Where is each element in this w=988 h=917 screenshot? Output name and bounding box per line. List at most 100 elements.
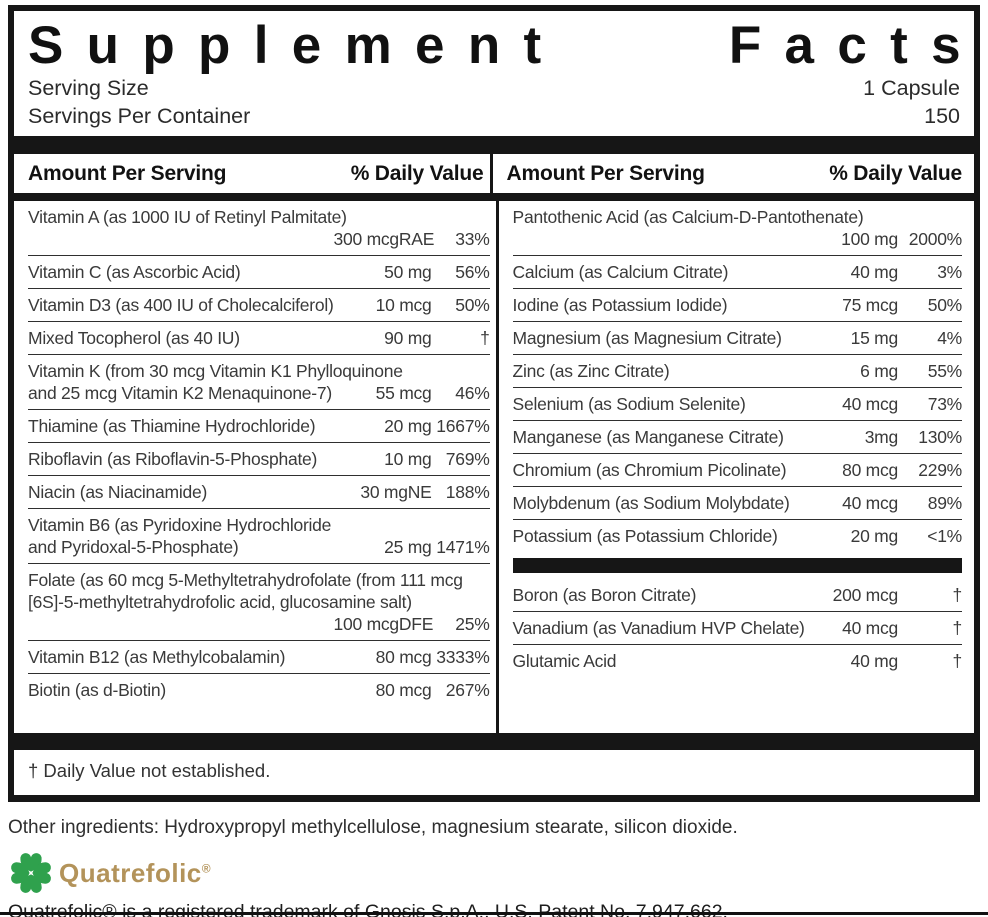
table-row: Niacin (as Niacinamide) 30 mgNE 188% [28, 475, 490, 508]
nutrient-amount: 25 mg [384, 537, 432, 558]
table-row: Vitamin D3 (as 400 IU of Cholecalciferol… [28, 288, 490, 321]
nutrient-row-line: Thiamine (as Thiamine Hydrochloride) 20 m… [28, 415, 490, 437]
nutrient-dv: 3% [937, 262, 962, 283]
nutrient-name: Iodine (as Potassium Iodide) [512, 295, 728, 316]
table-row: Riboflavin (as Riboflavin-5-Phosphate) 10… [28, 442, 490, 475]
nutrient-name: Potassium (as Potassium Chloride) [512, 526, 778, 547]
table-row: Vanadium (as Vanadium HVP Chelate) 40 mcg… [512, 611, 963, 644]
nutrient-amount: 40 mg [850, 262, 899, 283]
nutrient-name: and 25 mcg Vitamin K2 Menaquinone-7) [28, 383, 332, 404]
divider-bar-bottom [14, 733, 974, 751]
nutrient-row-line: Biotin (as d-Biotin) 80 mcg 267% [28, 679, 490, 701]
table-row: Vitamin B12 (as Methylcobalamin) 80 mcg 33… [28, 640, 490, 673]
nutrient-amount: 40 mcg [842, 618, 898, 639]
nutrient-dv: 1667% [436, 416, 490, 437]
nutrient-amount: 200 mcg [832, 585, 899, 606]
nutrient-name: Vanadium (as Vanadium HVP Chelate) [512, 618, 805, 639]
nutrient-dv: 25% [455, 614, 490, 635]
table-row: Vitamin B6 (as Pyridoxine Hydrochloride a… [28, 508, 490, 563]
quatrefolic-logo-text: Quatrefolic® [59, 858, 211, 889]
table-row: Mixed Tocopherol (as 40 IU) 90 mg † [28, 321, 490, 354]
nutrient-row-line: Zinc (as Zinc Citrate) 6 mg 55% [512, 360, 963, 382]
nutrient-dv: 130% [918, 427, 962, 448]
nutrient-row-line: Chromium (as Chromium Picolinate) 80 mcg 2… [512, 459, 963, 481]
nutrient-dv: † [480, 328, 490, 349]
nutrient-row-line: Mixed Tocopherol (as 40 IU) 90 mg † [28, 327, 490, 349]
nutrient-name: Molybdenum (as Sodium Molybdate) [512, 493, 790, 514]
quatrefolic-logo: Quatrefolic® [8, 850, 988, 896]
servings-per-container-value: 150 [924, 104, 960, 129]
nutrient-amount: 80 mcg [842, 460, 898, 481]
nutrient-name: Zinc (as Zinc Citrate) [512, 361, 670, 382]
table-row: Boron (as Boron Citrate) 200 mcg † [512, 579, 963, 611]
nutrient-amount: 30 mgNE [360, 482, 432, 503]
table-header-row: Amount Per Serving % Daily Value Amount … [14, 154, 975, 194]
serving-size-value: 1 Capsule [863, 76, 960, 101]
nutrient-name: Vitamin K (from 30 mcg Vitamin K1 Phyllo… [28, 361, 403, 382]
nutrient-row-line: and Pyridoxal-5-Phosphate) 25 mg 1471% [28, 536, 490, 558]
right-nutrient-column: Pantothenic Acid (as Calcium-D-Pantothen… [499, 201, 974, 733]
nutrient-name: Thiamine (as Thiamine Hydrochloride) [28, 416, 316, 437]
table-row: Molybdenum (as Sodium Molybdate) 40 mcg 89… [512, 486, 963, 519]
nutrient-dv: 89% [927, 493, 963, 514]
nutrient-amount: 40 mcg [842, 493, 898, 514]
nutrient-row-line: Vanadium (as Vanadium HVP Chelate) 40 mcg… [512, 617, 963, 639]
nutrient-row-line: Manganese (as Manganese Citrate) 3mg 130% [513, 426, 963, 448]
amount-per-serving-header: Amount Per Serving [28, 162, 227, 186]
nutrient-dv: 73% [927, 394, 963, 415]
nutrient-amount: 55 mcg [375, 383, 432, 404]
nutrient-row-line: Calcium (as Calcium Citrate) 40 mg 3% [512, 261, 963, 283]
nutrient-name: Vitamin B6 (as Pyridoxine Hydrochloride [28, 515, 332, 536]
nutrient-row-line: Riboflavin (as Riboflavin-5-Phosphate) 10… [28, 448, 490, 470]
nutrient-dv: 4% [937, 328, 962, 349]
table-row: Chromium (as Chromium Picolinate) 80 mcg 2… [512, 453, 963, 486]
nutrient-row-line: Selenium (as Sodium Selenite) 40 mcg 73% [513, 393, 963, 415]
nutrient-amount: 75 mcg [842, 295, 898, 316]
nutrient-name: Boron (as Boron Citrate) [512, 585, 697, 606]
table-row: Glutamic Acid 40 mg † [512, 644, 963, 677]
nutrient-row-line: Potassium (as Potassium Chloride) 20 mg <1… [512, 525, 963, 547]
nutrient-section: Vitamin A (as 1000 IU of Retinyl Palmita… [28, 201, 490, 706]
nutrient-dv: 46% [455, 383, 490, 404]
nutrient-name: Pantothenic Acid (as Calcium-D-Pantothen… [512, 207, 864, 228]
divider-bar-under-header [14, 193, 974, 202]
nutrient-row-line: 100 mg 2000% [513, 228, 962, 250]
nutrient-amount: 10 mcg [375, 295, 432, 316]
table-row: Vitamin A (as 1000 IU of Retinyl Palmita… [28, 201, 490, 255]
quatrefolic-wordmark: Quatrefolic [59, 857, 202, 888]
nutrient-row-line: Magnesium (as Magnesium Citrate) 15 mg 4% [513, 327, 963, 349]
nutrient-dv: 33% [455, 229, 490, 250]
column-divider [489, 154, 493, 194]
table-row: Folate (as 60 mcg 5-Methyltetrahydrofola… [28, 563, 490, 640]
nutrient-dv: † [952, 585, 963, 606]
servings-per-container-row: Servings Per Container 150 [14, 101, 974, 129]
nutrient-dv: † [952, 651, 963, 672]
table-row: Manganese (as Manganese Citrate) 3mg 130% [512, 420, 963, 453]
nutrient-name: Glutamic Acid [512, 651, 617, 672]
nutrient-name: Vitamin C (as Ascorbic Acid) [28, 262, 241, 283]
nutrient-amount: 40 mcg [842, 394, 898, 415]
daily-value-footnote: † Daily Value not established. [28, 760, 271, 782]
nutrient-section: Boron (as Boron Citrate) 200 mcg † Vanadium… [512, 579, 963, 677]
table-row: Selenium (as Sodium Selenite) 40 mcg 73% [512, 387, 963, 420]
nutrient-row-line: Vitamin B12 (as Methylcobalamin) 80 mcg 33… [28, 646, 490, 668]
nutrient-amount: 20 mg [850, 526, 899, 547]
table-row: Thiamine (as Thiamine Hydrochloride) 20 m… [28, 409, 490, 442]
title-word: Supplement [28, 16, 565, 75]
nutrient-amount: 100 mg [841, 229, 898, 250]
nutrient-section: Pantothenic Acid (as Calcium-D-Pantothen… [512, 201, 963, 552]
table-row: Potassium (as Potassium Chloride) 20 mg <1… [512, 519, 963, 552]
nutrient-dv: 188% [445, 482, 490, 503]
nutrient-name: Vitamin D3 (as 400 IU of Cholecalciferol… [28, 295, 334, 316]
nutrient-name: Calcium (as Calcium Citrate) [512, 262, 729, 283]
nutrient-dv: 56% [455, 262, 490, 283]
table-row: Vitamin K (from 30 mcg Vitamin K1 Phyllo… [28, 354, 490, 409]
nutrient-dv: 55% [927, 361, 963, 382]
servings-per-container-label: Servings Per Container [28, 104, 251, 129]
right-column-header: Amount Per Serving % Daily Value [493, 154, 975, 193]
nutrient-dv: 1471% [436, 537, 490, 558]
table-row: Vitamin C (as Ascorbic Acid) 50 mg 56% [28, 255, 490, 288]
table-row: Zinc (as Zinc Citrate) 6 mg 55% [512, 354, 963, 387]
nutrient-row-line: 100 mcgDFE 25% [28, 613, 490, 635]
nutrient-name: Chromium (as Chromium Picolinate) [512, 460, 787, 481]
